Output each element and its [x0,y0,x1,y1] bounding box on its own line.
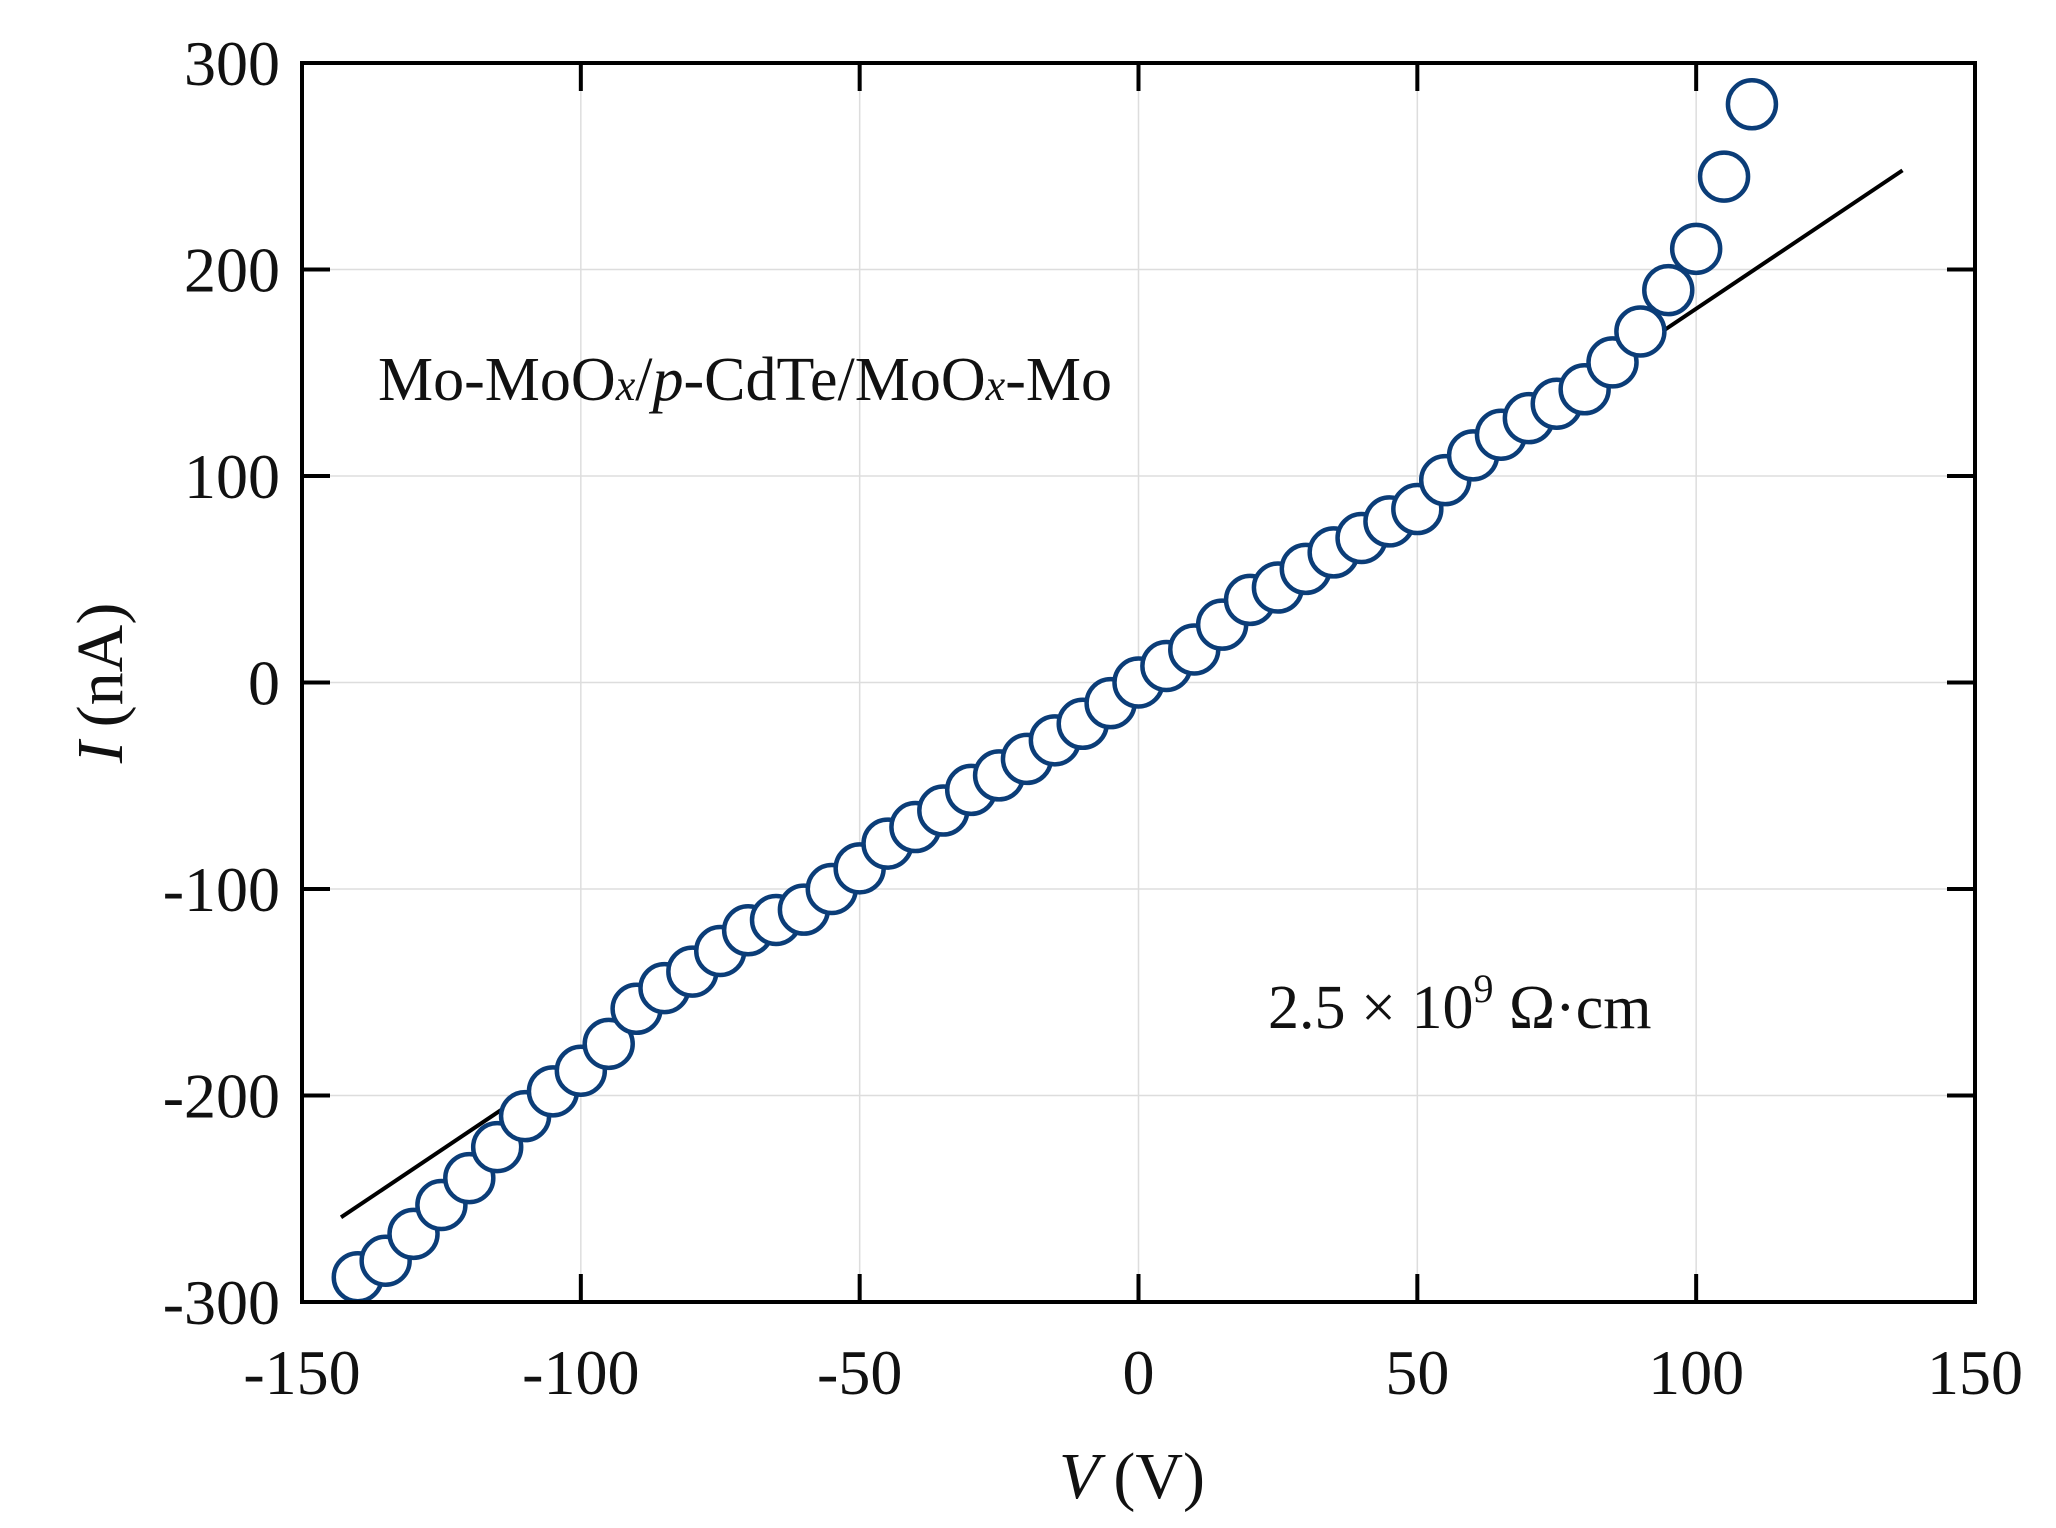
sample-label-part-a: Mo-MoO [378,346,616,414]
y-tick-label: 0 [248,648,280,719]
x-tick-label: 50 [1385,1337,1449,1408]
x-tick-labels: -150 -100 -50 0 50 100 150 [243,1337,2023,1408]
x-axis-unit: (V) [1113,1440,1205,1513]
x-tick-label: 0 [1123,1337,1155,1408]
x-tick-label: 100 [1648,1337,1744,1408]
axis-ticks [300,61,1977,1304]
y-axis-title: I (nA) [64,603,137,765]
x-tick-label: -150 [243,1337,360,1408]
y-tick-label: 200 [184,235,280,306]
resistivity-base: 2.5 × 10 [1268,974,1473,1042]
data-point [1614,305,1667,358]
y-axis-var: I [64,738,137,764]
resistivity-exponent: 9 [1473,966,1493,1011]
data-point [582,1017,635,1071]
data-point [1697,150,1751,203]
y-tick-label: -100 [163,854,280,925]
data-point [1725,78,1779,131]
sample-label-subscript-x2: x [985,361,1006,410]
sample-label-part-c: -CdTe/MoO [683,346,985,414]
x-tick-label: 150 [1927,1337,2023,1408]
data-point [1642,263,1695,317]
x-tick-label: -100 [522,1337,639,1408]
y-axis-unit: (nA) [64,603,137,728]
x-axis-var: V [1059,1440,1106,1513]
x-axis-title: V (V) [1059,1440,1205,1513]
y-tick-label: 100 [184,441,280,512]
data-points-layer [331,78,1779,1304]
y-tick-labels: -300 -200 -100 0 100 200 300 [163,28,280,1338]
sample-label-part-p: p [648,346,683,414]
sample-label-subscript-x1: x [615,361,636,410]
y-tick-label: 300 [184,28,280,99]
resistivity-label: 2.5 × 109 Ω·cm [1268,966,1651,1042]
data-point [1669,222,1723,276]
x-tick-label: -50 [817,1337,902,1408]
sample-label-part-b: / [635,346,653,414]
resistivity-unit: Ω·cm [1493,974,1651,1042]
sample-label-part-d: -Mo [1005,346,1112,414]
y-tick-label: -300 [163,1267,280,1338]
sample-structure-label: Mo-MoOx/p-CdTe/MoOx-Mo [378,346,1112,414]
y-tick-label: -200 [163,1061,280,1132]
